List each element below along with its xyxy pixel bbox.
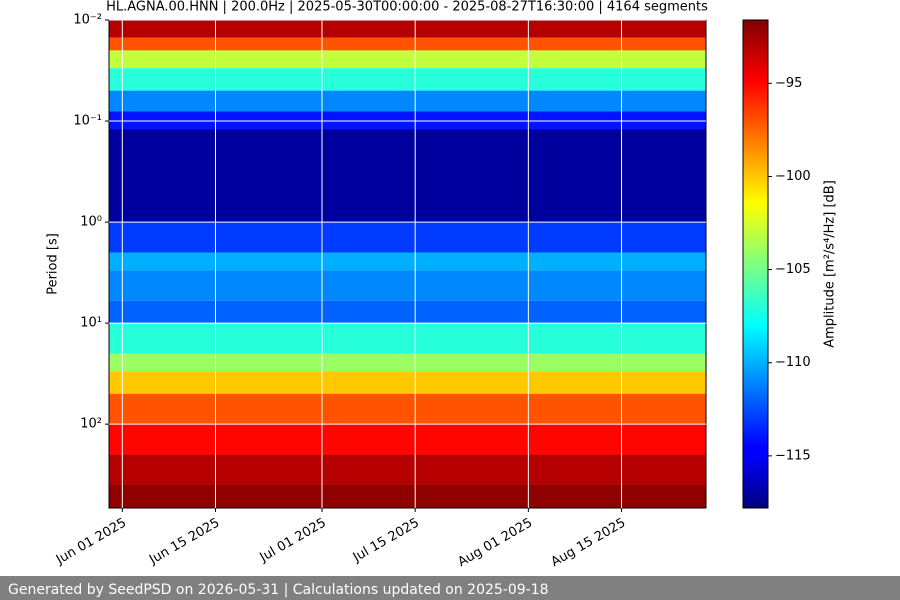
spectrogram-band [109,484,706,508]
spectrogram-band [109,353,706,372]
x-tick-label: Jun 01 2025 [53,516,129,569]
y-tick-label: 10² [80,417,102,432]
x-tick-label: Jul 15 2025 [350,516,422,566]
spectrogram-band [109,90,706,112]
y-axis-label: Period [s] [46,233,61,295]
spectrogram-band [109,37,706,51]
spectrogram-band [109,300,706,324]
y-tick-label: 10⁰ [80,215,102,230]
y-tick-label: 10⁻¹ [73,114,102,129]
y-tick-label: 10¹ [80,316,102,331]
spectrogram-band [109,111,706,130]
spectrogram-band [109,371,706,394]
spectrogram-band [109,424,706,455]
colorbar-tick-label: −95 [775,76,802,91]
spectrogram-band [109,252,706,271]
spectrogram-band [109,68,706,91]
colorbar-tick-label: −100 [775,169,811,184]
spectrogram-band [109,50,706,69]
colorbar-tick-label: −115 [775,448,811,463]
colorbar [742,19,769,509]
spectrogram-band [109,454,706,485]
chart-title: HL.AGNA.00.HNN | 200.0Hz | 2025-05-30T00… [106,0,708,15]
x-tick-label: Aug 01 2025 [455,516,535,571]
y-tick-label: 10⁻² [73,13,102,28]
spectrogram-band [109,393,706,425]
footer-text: Generated by SeedPSD on 2026-05-31 | Cal… [8,582,549,598]
spectrogram-band [109,222,706,253]
colorbar-label: Amplitude [m²/s⁴/Hz] [dB] [823,180,838,348]
x-tick-label: Jun 15 2025 [146,516,222,569]
spectrogram-band [109,129,706,223]
x-tick-label: Aug 15 2025 [549,516,629,571]
footer-bar [0,576,900,600]
colorbar-tick-label: −105 [775,262,811,277]
colorbar-tick-label: −110 [775,355,811,370]
spectrogram-band [109,270,706,301]
spectrogram-band [109,20,706,38]
x-tick-label: Jul 01 2025 [257,516,329,566]
spectrogram-band [109,323,706,354]
